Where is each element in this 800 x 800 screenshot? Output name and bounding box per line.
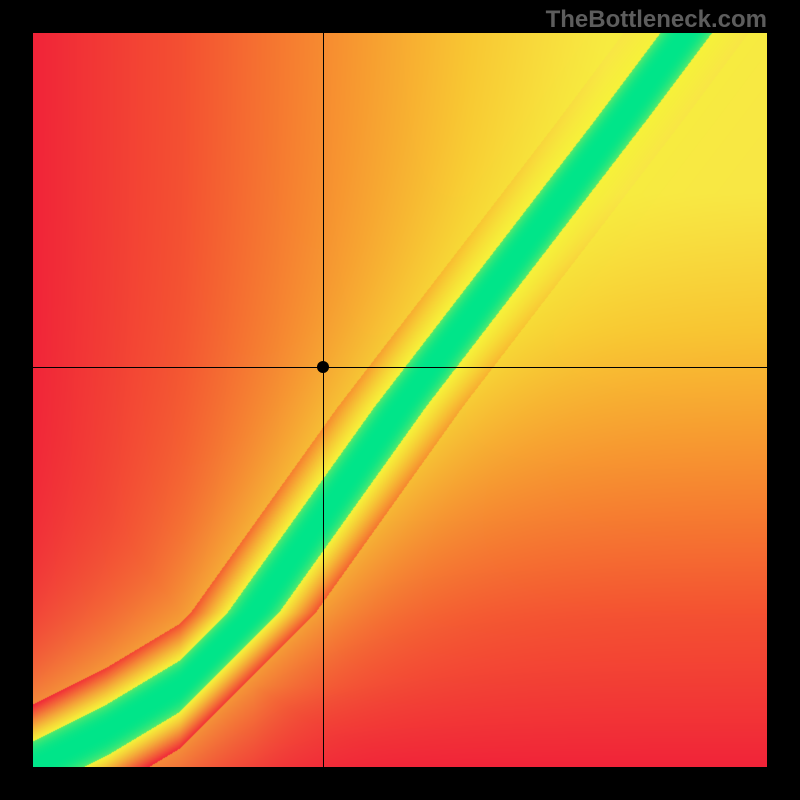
crosshair-vertical: [323, 33, 324, 767]
watermark-text: TheBottleneck.com: [546, 6, 767, 34]
bottleneck-heatmap-plot: [33, 33, 767, 767]
frame-left: [0, 0, 33, 800]
frame-right: [767, 0, 800, 800]
crosshair-point[interactable]: [317, 361, 329, 373]
heatmap-canvas: [33, 33, 767, 767]
frame-bottom: [0, 767, 800, 800]
crosshair-horizontal: [33, 367, 767, 368]
